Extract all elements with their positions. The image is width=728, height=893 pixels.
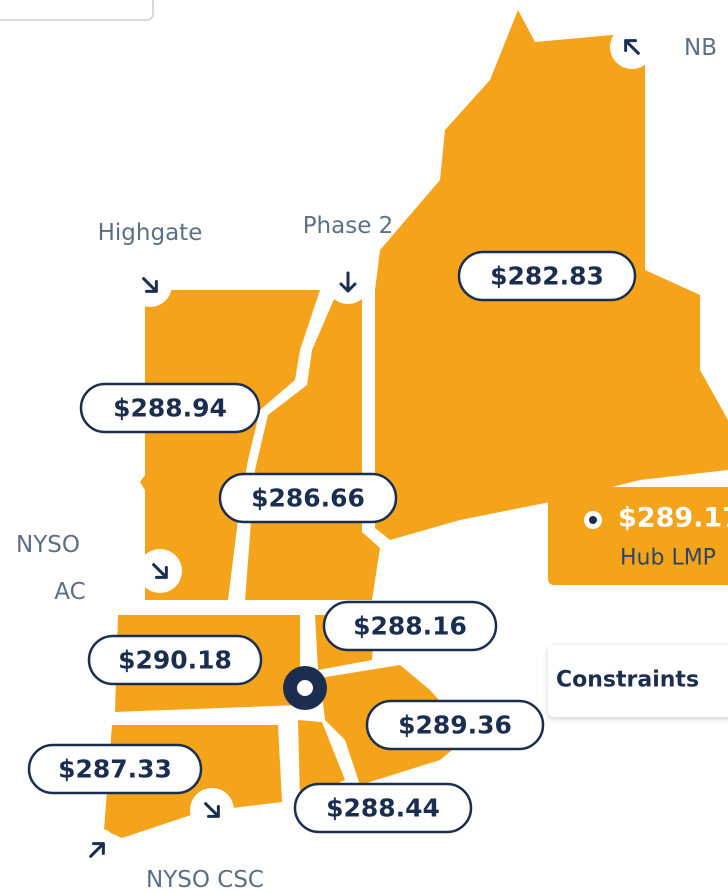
interface-arrow — [75, 828, 119, 872]
pill-box — [365, 699, 545, 751]
interface-arrow — [138, 549, 182, 593]
hub-marker — [283, 666, 327, 710]
zone-price: $288.16 — [353, 612, 467, 641]
arrow-icon — [204, 802, 220, 818]
top-box — [0, 0, 154, 21]
zone-price: $282.83 — [490, 262, 604, 291]
price-pill: $288.44 — [293, 782, 473, 834]
interface-label: AC — [54, 579, 85, 605]
arrow-icon — [142, 277, 158, 293]
zone-vermont — [140, 290, 320, 600]
hub-label: Hub LMP — [620, 546, 716, 571]
price-pill: $288.94 — [79, 382, 261, 434]
zone-price: $288.94 — [113, 394, 227, 423]
interface-label: NB — [684, 35, 717, 61]
arrow-icon — [624, 39, 640, 55]
interface-arrow — [610, 24, 654, 69]
zone-price: $289.36 — [398, 711, 512, 740]
pill-box — [87, 634, 263, 686]
price-pill: $287.33 — [27, 743, 203, 795]
pill-box — [27, 743, 203, 795]
pill-box — [457, 250, 637, 302]
zone-price: $288.44 — [326, 794, 440, 823]
price-pill: $289.36 — [365, 699, 545, 751]
constraints-label[interactable]: Constraints — [556, 668, 699, 693]
pill-box — [218, 472, 398, 524]
pill-box — [322, 600, 498, 652]
interface-label: Phase 2 — [303, 213, 394, 239]
arrow-icon — [89, 842, 105, 858]
price-pill: $282.83 — [457, 250, 637, 302]
constraints-button[interactable] — [548, 645, 728, 717]
interface-arrow — [190, 788, 234, 832]
interface-label: Highgate — [98, 220, 203, 246]
interface-arrow — [128, 263, 172, 307]
zone-ri — [298, 720, 345, 800]
zone-price: $290.18 — [118, 646, 232, 675]
zone-price: $287.33 — [58, 755, 172, 784]
price-pill: $286.66 — [218, 472, 398, 524]
pill-box — [293, 782, 473, 834]
interface-label: NYSO CSC — [146, 867, 264, 893]
hub-price: $289.17 — [618, 503, 728, 534]
zone-price: $286.66 — [251, 484, 365, 513]
hub-card: $289.17 Hub LMP — [548, 487, 728, 585]
pill-box — [79, 382, 261, 434]
price-pill: $288.16 — [322, 600, 498, 652]
arrow-icon — [152, 563, 168, 579]
interface-arrow — [326, 260, 370, 304]
arrow-icon — [339, 271, 357, 293]
price-pill: $290.18 — [87, 634, 263, 686]
interface-label: NYSO — [16, 532, 80, 558]
